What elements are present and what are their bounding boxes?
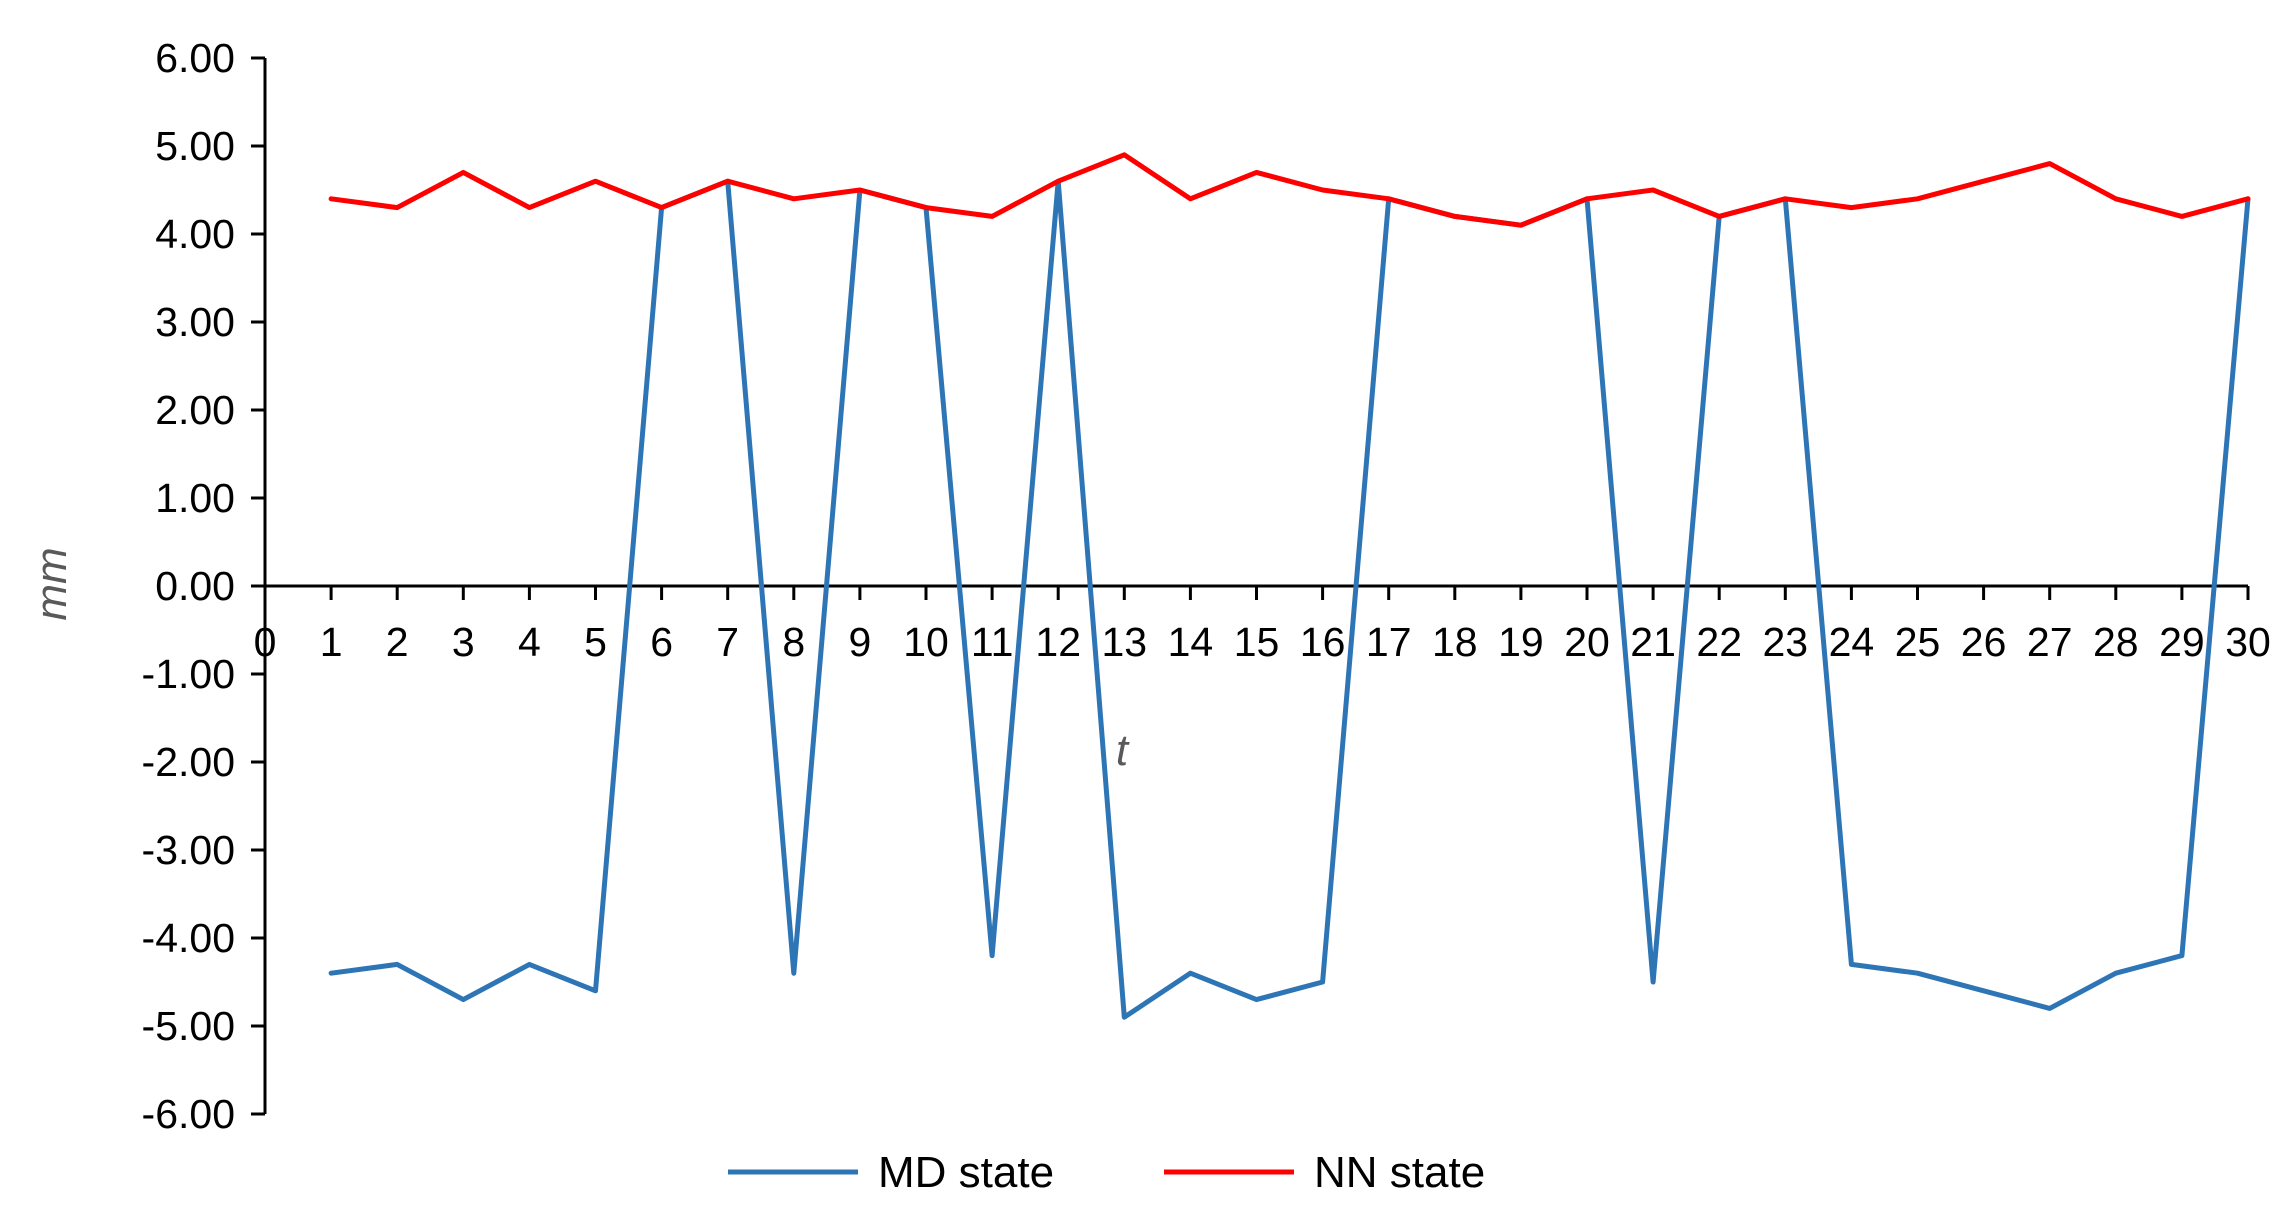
series-line-md-state: [328, 178, 2251, 1020]
y-tick-label: 2.00: [155, 387, 235, 433]
x-tick-label: 24: [1829, 619, 1875, 665]
x-tick-label: 16: [1300, 619, 1346, 665]
y-tick-label: 5.00: [155, 123, 235, 169]
x-axis-title: t: [1116, 726, 1130, 775]
x-tick-label: 29: [2159, 619, 2205, 665]
series-line-nn-state: [328, 152, 2251, 228]
y-tick-label: -3.00: [142, 827, 235, 873]
x-tick-label: 12: [1035, 619, 1081, 665]
x-tick-label: 28: [2093, 619, 2139, 665]
x-tick-label: 23: [1762, 619, 1808, 665]
y-tick-label: -5.00: [142, 1003, 235, 1049]
x-axis-tick-labels: 0123456789101112131415161718192021222324…: [254, 619, 2271, 665]
x-tick-label: 8: [782, 619, 805, 665]
y-axis-tick-marks: [251, 56, 265, 1116]
x-tick-label: 18: [1432, 619, 1478, 665]
x-tick-label: 19: [1498, 619, 1544, 665]
x-axis-tick-marks: [263, 586, 2250, 600]
legend-label: MD state: [878, 1148, 1054, 1197]
x-tick-label: 7: [716, 619, 739, 665]
y-tick-label: -6.00: [142, 1091, 235, 1137]
x-tick-label: 4: [518, 619, 541, 665]
x-tick-label: 1: [320, 619, 343, 665]
y-tick-label: 0.00: [155, 563, 235, 609]
x-tick-label: 9: [848, 619, 871, 665]
y-axis-tick-labels: 6.00 5.00 4.00 3.00 2.00 1.00 0.00 -1.00 -2.00 -3…: [142, 35, 235, 1137]
x-tick-label: 2: [386, 619, 409, 665]
x-tick-label: 22: [1696, 619, 1742, 665]
y-tick-label: 4.00: [155, 211, 235, 257]
x-tick-label: 30: [2225, 619, 2271, 665]
legend-label: NN state: [1314, 1148, 1485, 1197]
x-tick-label: 5: [584, 619, 607, 665]
x-tick-label: 11: [971, 619, 1014, 665]
x-tick-label: 3: [452, 619, 475, 665]
x-tick-label: 13: [1101, 619, 1147, 665]
series-layer: [328, 152, 2251, 1020]
y-tick-label: 6.00: [155, 35, 235, 81]
y-tick-label: -2.00: [142, 739, 235, 785]
x-tick-label: 20: [1564, 619, 1610, 665]
x-tick-label: 25: [1895, 619, 1941, 665]
y-tick-label: 1.00: [155, 475, 235, 521]
x-tick-label: 27: [2027, 619, 2073, 665]
legend: MD state NN state: [728, 1148, 1485, 1197]
x-tick-label: 6: [650, 619, 673, 665]
y-axis-title: mm: [27, 547, 76, 620]
y-tick-label: -1.00: [142, 651, 235, 697]
x-tick-label: 14: [1168, 619, 1214, 665]
y-tick-label: 3.00: [155, 299, 235, 345]
y-tick-label: -4.00: [142, 915, 235, 961]
x-tick-label: 17: [1366, 619, 1412, 665]
x-tick-label: 21: [1630, 619, 1676, 665]
x-tick-label: 10: [903, 619, 949, 665]
x-tick-label: 15: [1234, 619, 1280, 665]
x-tick-label: 26: [1961, 619, 2007, 665]
